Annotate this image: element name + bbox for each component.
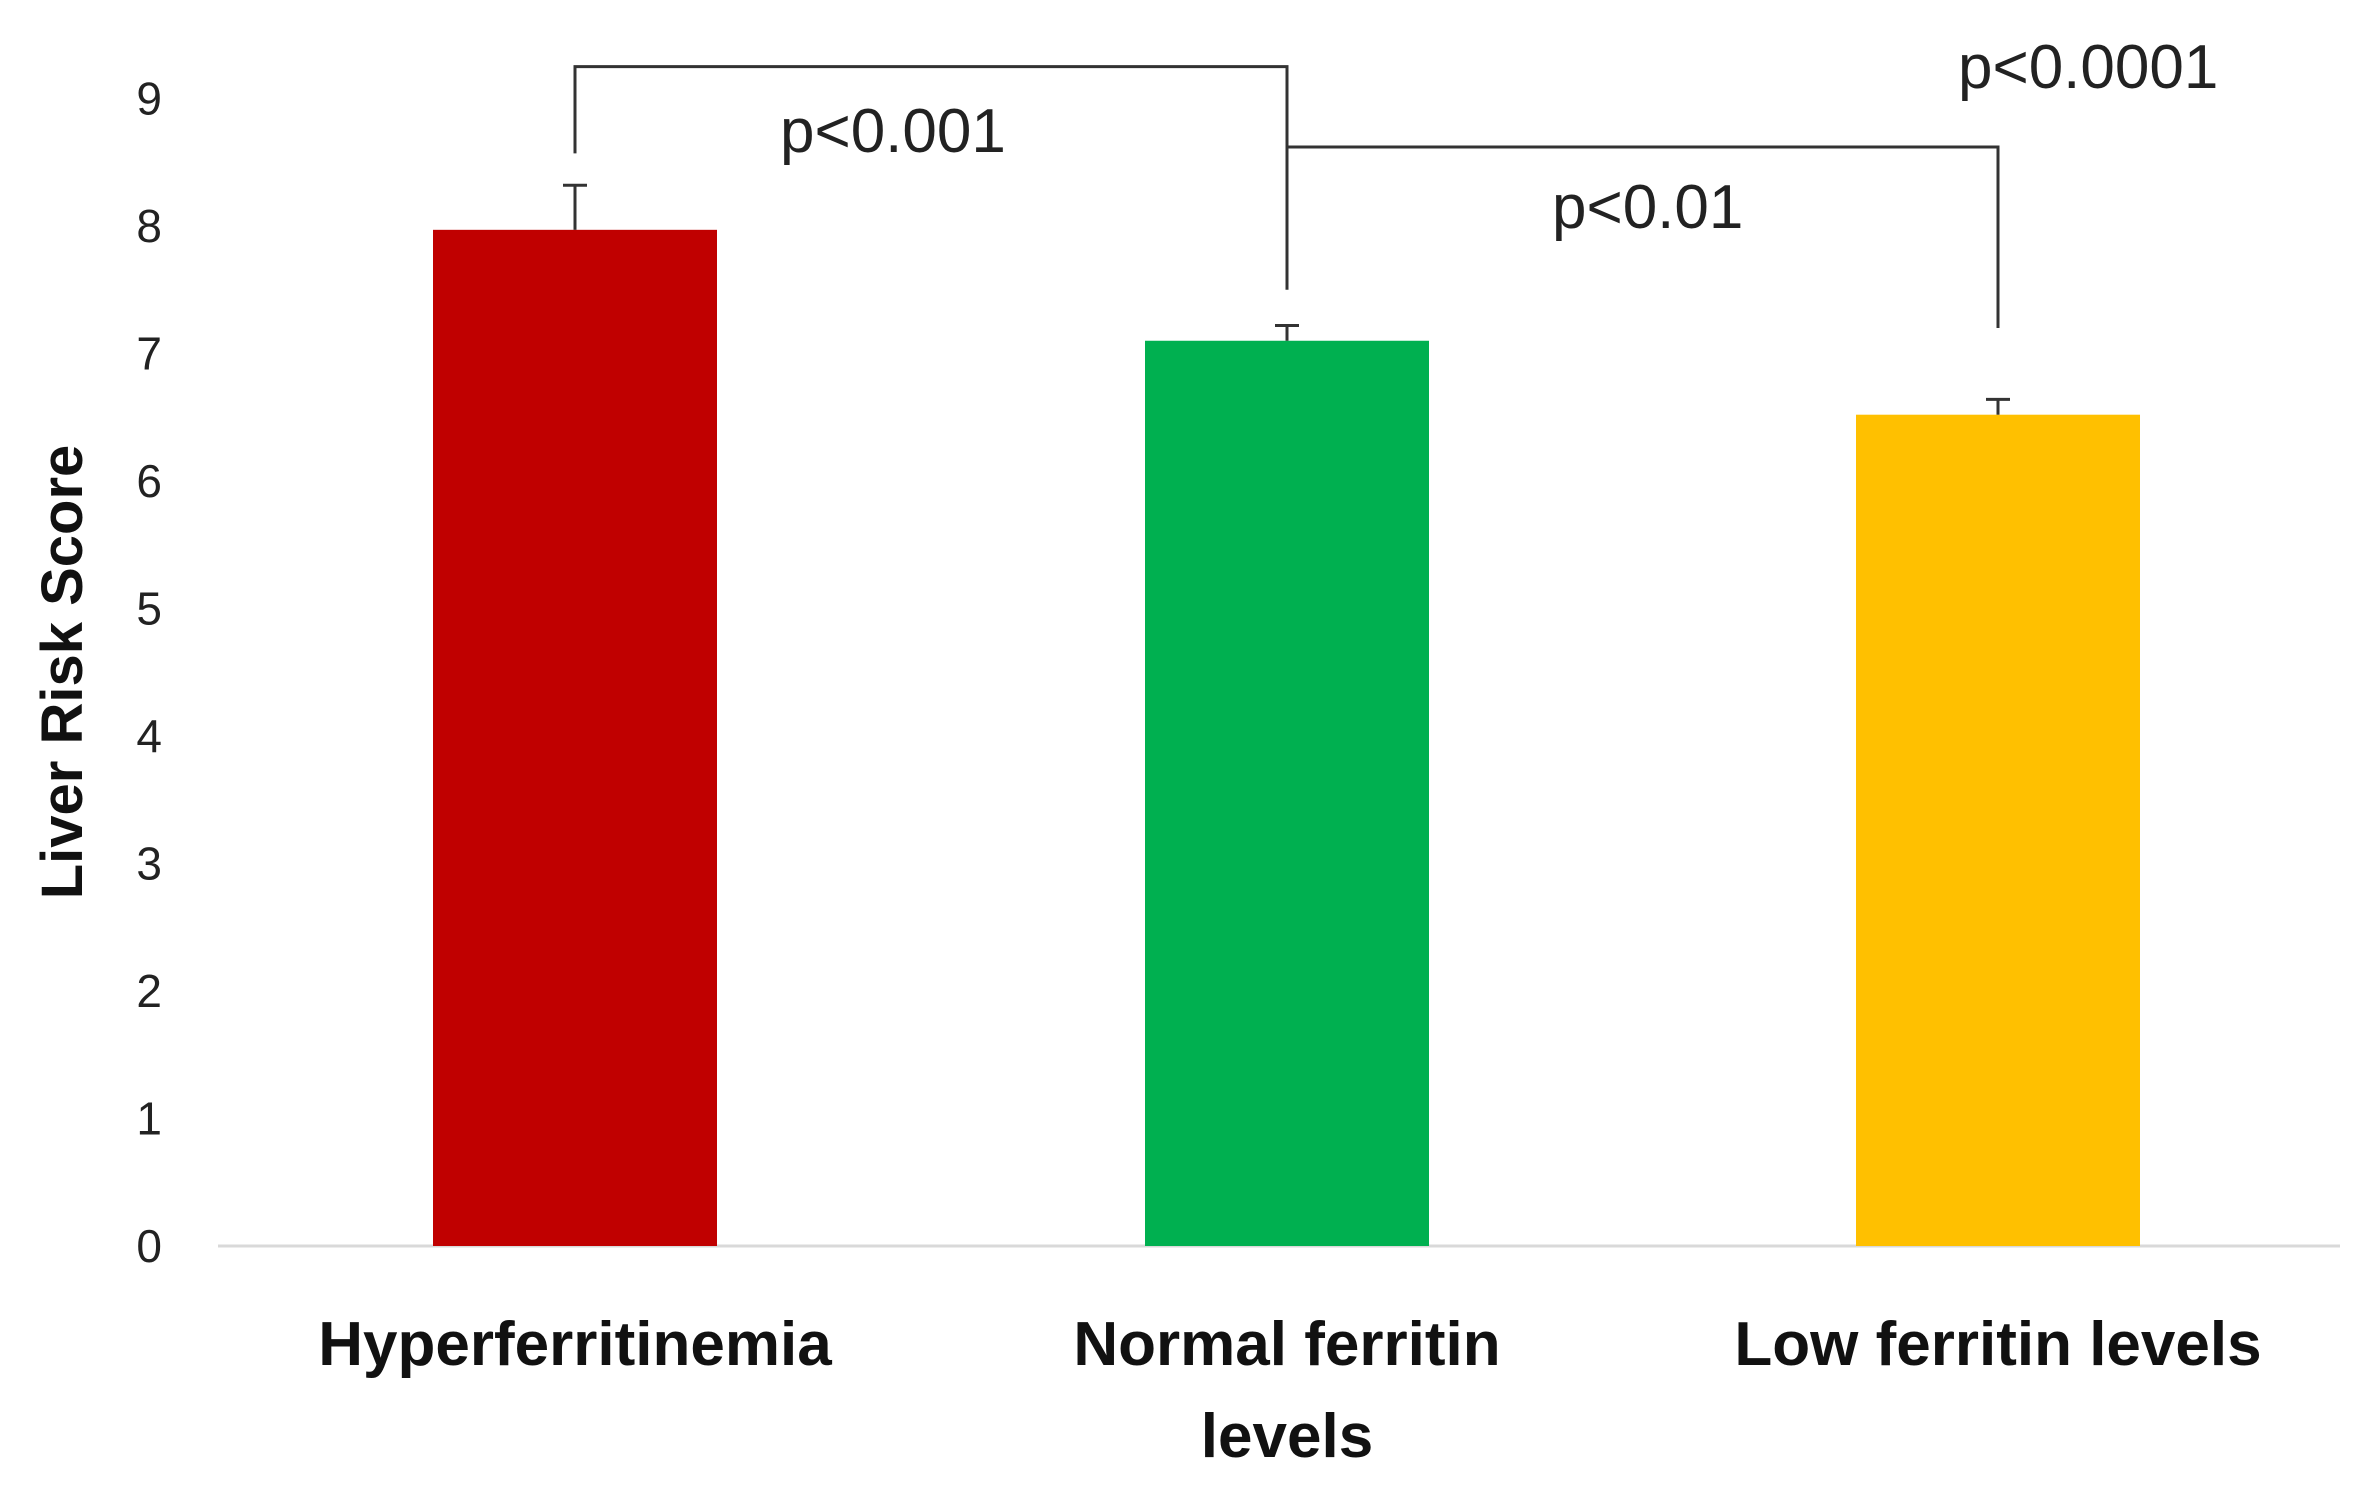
category-label: Low ferritin levels bbox=[1734, 1310, 2261, 1379]
p-value-label: p<0.0001 bbox=[1958, 33, 2218, 102]
y-tick-label: 8 bbox=[136, 200, 162, 252]
y-tick-label: 1 bbox=[136, 1093, 162, 1145]
y-tick-label: 5 bbox=[136, 583, 162, 635]
y-tick-label: 4 bbox=[136, 710, 162, 762]
bracket-normal-vs-low bbox=[1285, 145, 2000, 328]
bar-series bbox=[433, 229, 2140, 1246]
category-labels: Hyperferritinemia Normal ferritin levels Lo… bbox=[318, 1310, 2261, 1471]
category-label: levels bbox=[1201, 1402, 1373, 1471]
bar bbox=[433, 229, 717, 1246]
bar bbox=[1145, 340, 1429, 1246]
y-tick-label: 7 bbox=[136, 328, 162, 380]
significance-brackets: p<0.001 p<0.01 p<0.0001 bbox=[573, 33, 2218, 328]
category-label: Hyperferritinemia bbox=[318, 1310, 832, 1379]
error-bars bbox=[563, 183, 2010, 415]
y-tick-label: 3 bbox=[136, 838, 162, 890]
y-tick-label: 6 bbox=[136, 455, 162, 507]
p-value-label: p<0.01 bbox=[1552, 173, 1743, 242]
y-tick-labels: 0 1 2 3 4 5 6 7 8 9 bbox=[136, 73, 162, 1273]
y-tick-label: 9 bbox=[136, 73, 162, 125]
category-label: Normal ferritin bbox=[1073, 1310, 1500, 1379]
bar bbox=[1856, 414, 2140, 1246]
y-axis-title-group: Liver Risk Score bbox=[30, 445, 95, 900]
y-axis-title: Liver Risk Score bbox=[30, 445, 95, 900]
y-tick-label: 0 bbox=[136, 1220, 162, 1272]
y-tick-label: 2 bbox=[136, 965, 162, 1017]
p-value-label: p<0.001 bbox=[780, 97, 1006, 166]
